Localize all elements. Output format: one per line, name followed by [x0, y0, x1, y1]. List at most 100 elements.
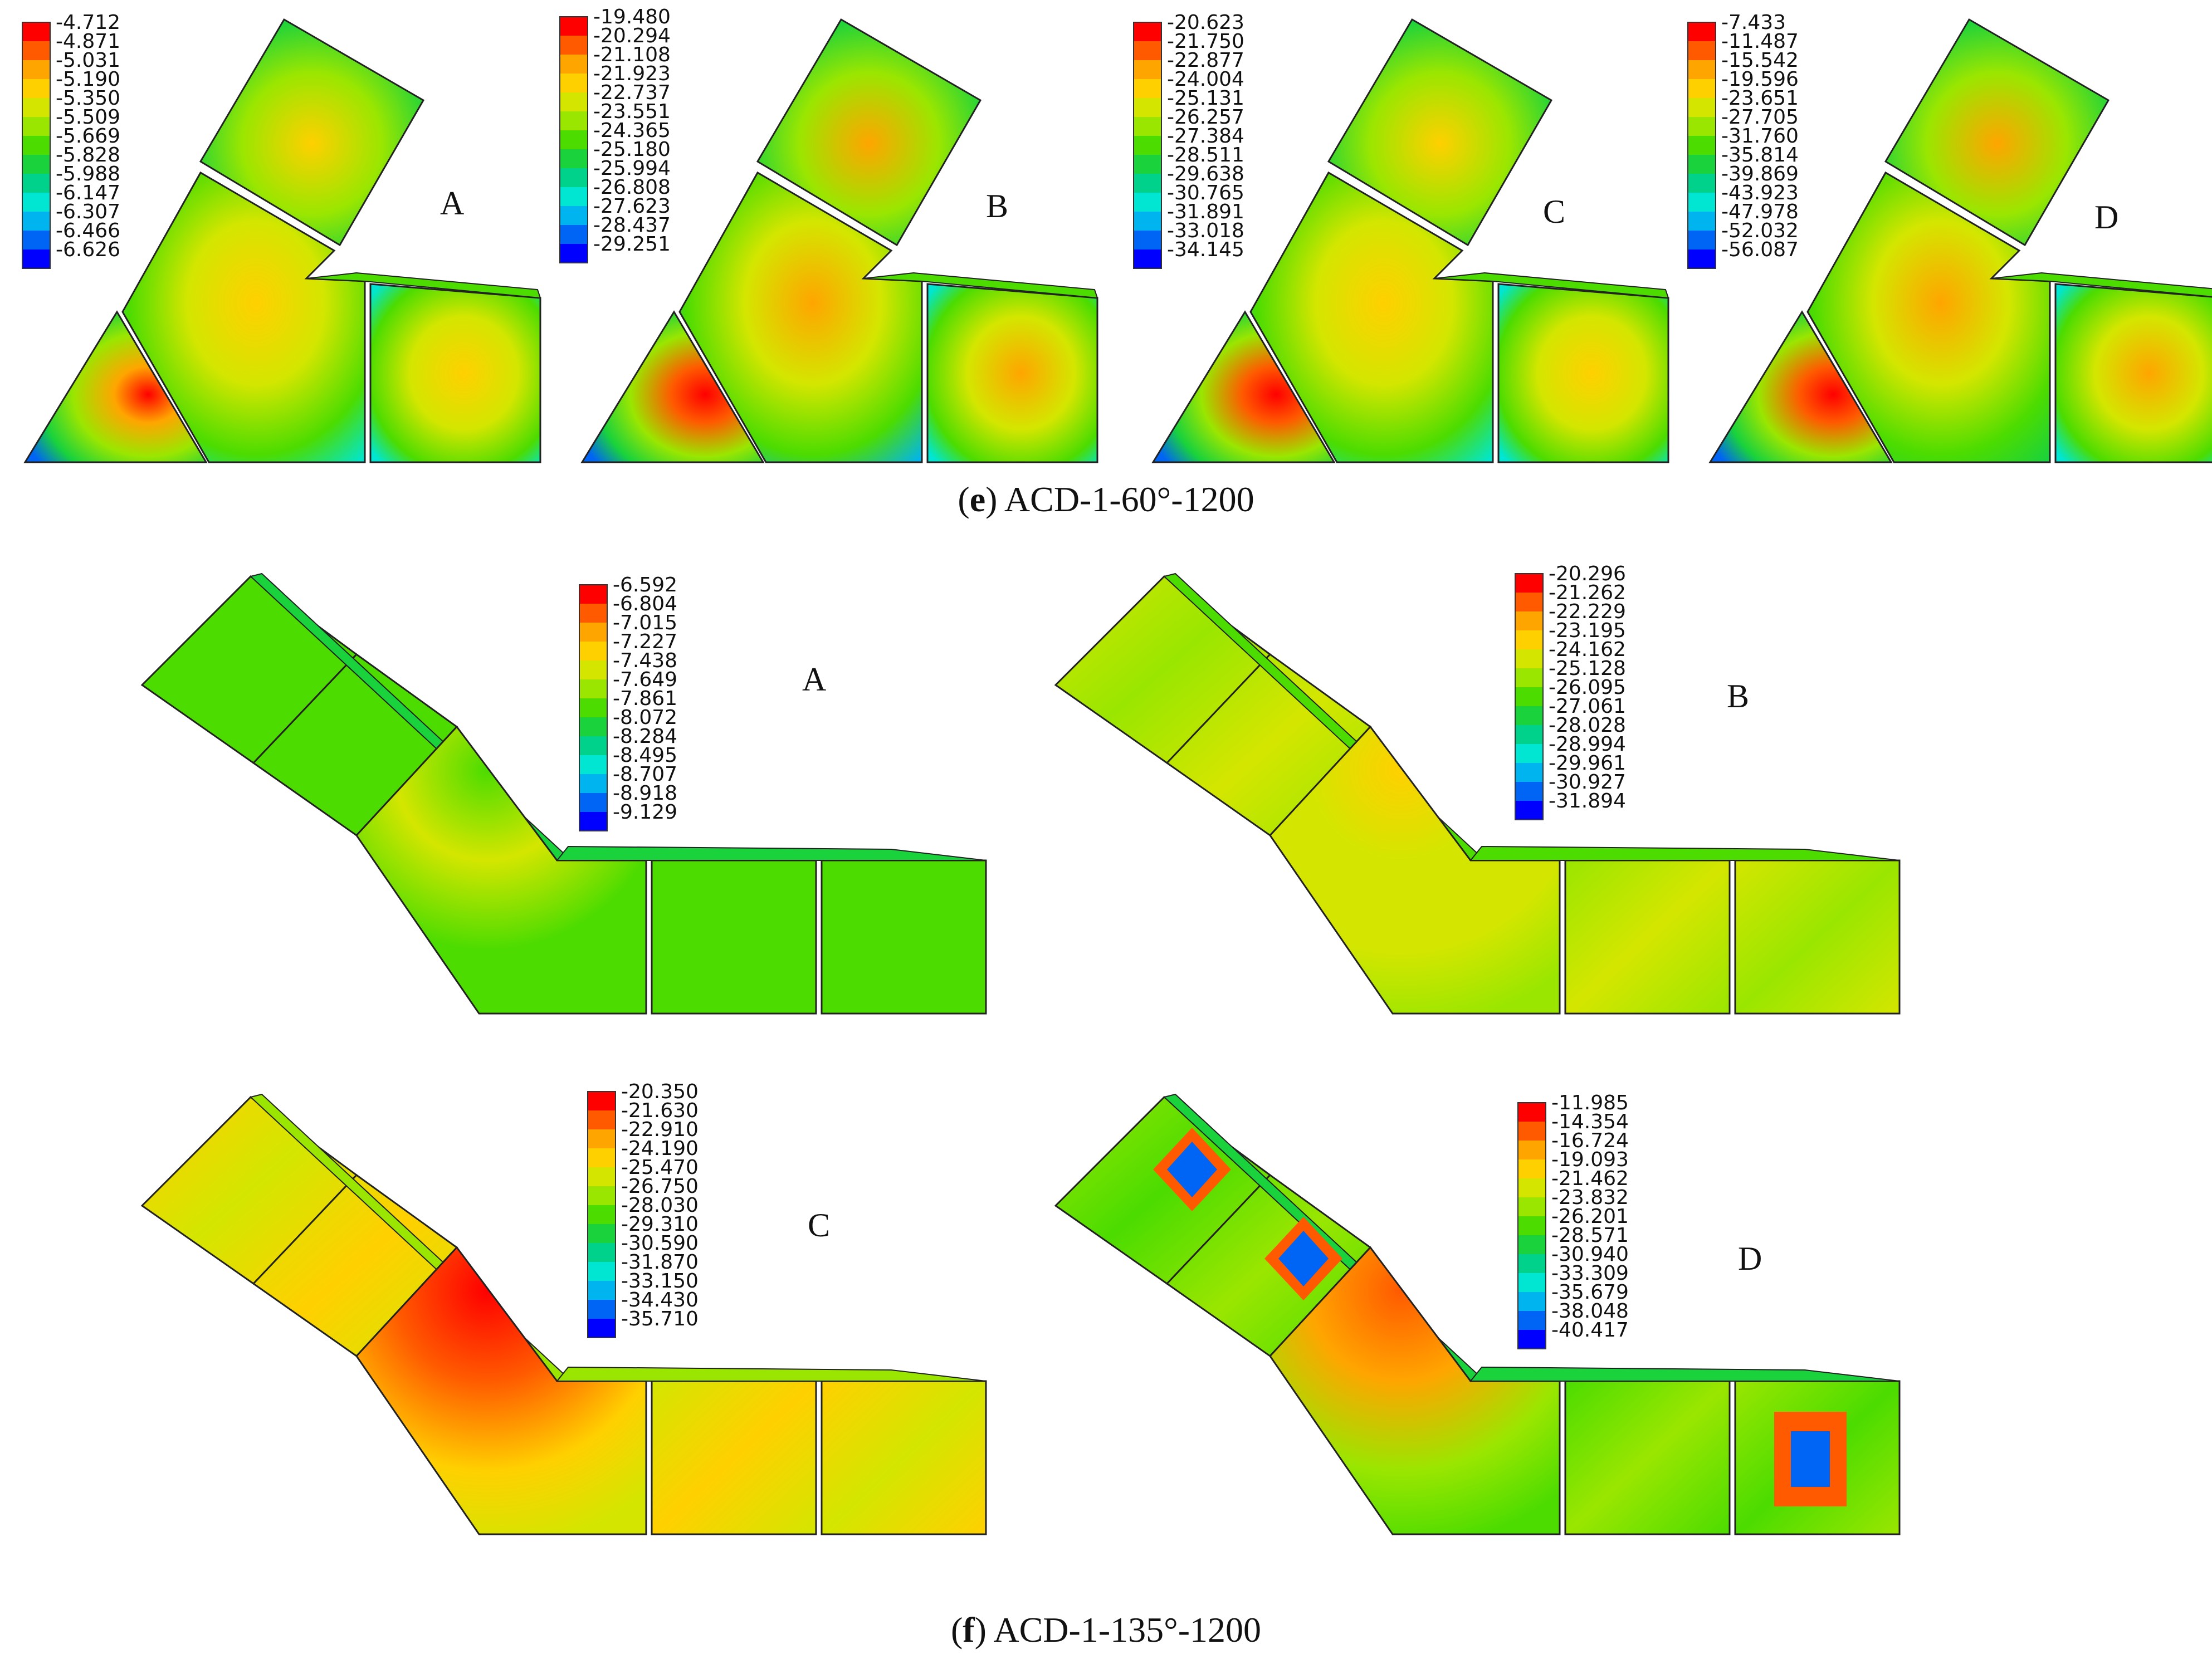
legend-value: -5.509 [56, 106, 120, 129]
legend-value: -29.310 [621, 1213, 699, 1236]
legend-value: -25.994 [593, 157, 671, 180]
legend-swatch [560, 244, 588, 263]
legend-swatch [579, 642, 607, 660]
legend-swatch [588, 1092, 616, 1110]
legend-swatch [1688, 117, 1716, 136]
legend-swatch [1688, 98, 1716, 117]
legend-value: -30.765 [1167, 182, 1244, 204]
legend-value: -33.150 [621, 1270, 699, 1293]
triangle-block [580, 310, 765, 463]
legend-value: -8.284 [613, 725, 677, 748]
legend-swatch [588, 1262, 616, 1281]
legend-value: -20.350 [621, 1080, 699, 1103]
legend-swatch [1688, 249, 1716, 268]
legend-value: -39.869 [1721, 163, 1799, 185]
legend-swatch [1134, 212, 1161, 231]
legend-value: -26.750 [621, 1175, 699, 1198]
legend-swatch [1518, 1330, 1546, 1349]
panel-letter: D [2094, 199, 2118, 236]
straight-block-end [821, 1380, 987, 1535]
legend-swatch [1518, 1216, 1546, 1235]
legend-swatch [588, 1300, 616, 1319]
legend-value: -35.814 [1721, 144, 1799, 167]
legend-swatch [579, 623, 607, 642]
legend-value: -34.145 [1167, 238, 1244, 261]
legend-value: -30.927 [1549, 771, 1626, 794]
legend-value: -23.832 [1551, 1186, 1629, 1209]
legend-swatch [560, 17, 588, 36]
legend-value: -6.147 [56, 182, 120, 204]
legend-swatch [22, 193, 50, 212]
legend-swatch [560, 168, 588, 187]
legend-value: -6.592 [613, 574, 677, 596]
legend-swatch [560, 225, 588, 244]
legend-swatch [1518, 1178, 1546, 1197]
right-block [2054, 283, 2212, 463]
contour-panel: -11.985-14.354-16.724-19.093-21.462-23.8… [1054, 1092, 1901, 1535]
legend-value: -20.294 [593, 25, 671, 47]
legend-swatch [560, 206, 588, 225]
legend-value: -22.910 [621, 1118, 699, 1141]
legend-swatch [1688, 22, 1716, 41]
legend-value: -30.940 [1551, 1243, 1629, 1266]
straight-block-end [1734, 859, 1901, 1015]
contour-panel: -19.480-20.294-21.108-21.923-22.737-23.5… [559, 6, 1098, 463]
legend-value: -27.705 [1721, 106, 1799, 129]
legend-value: -11.487 [1721, 30, 1799, 53]
legend-value: -19.596 [1721, 68, 1799, 91]
legend-value: -14.354 [1551, 1110, 1629, 1133]
panel-letter: A [802, 661, 826, 698]
straight-block-middle [651, 1380, 817, 1535]
legend-swatch [1688, 212, 1716, 231]
legend-swatch [588, 1319, 616, 1338]
legend-value: -25.180 [593, 138, 671, 161]
legend-swatch [1515, 687, 1543, 706]
triangle-block [1708, 310, 1893, 463]
legend-value: -5.988 [56, 163, 120, 185]
legend-value: -43.923 [1721, 182, 1799, 204]
legend-value: -15.542 [1721, 49, 1799, 72]
legend-value: -22.877 [1167, 49, 1244, 72]
top-block [1884, 18, 2110, 247]
legend-swatch [579, 660, 607, 679]
stress-core [1791, 1431, 1830, 1487]
legend-swatch [588, 1224, 616, 1243]
legend-value: -25.131 [1167, 87, 1244, 110]
legend-swatch [560, 187, 588, 206]
legend-swatch [1134, 60, 1161, 79]
legend-value: -5.350 [56, 87, 120, 110]
legend-value: -11.985 [1551, 1092, 1629, 1114]
legend-swatch [560, 92, 588, 111]
caption-f: (f) ACD-1-135°-1200 [950, 1610, 1262, 1650]
legend-value: -25.470 [621, 1156, 699, 1179]
legend-swatch [560, 74, 588, 92]
legend-value: -26.257 [1167, 106, 1244, 129]
legend-value: -8.918 [613, 782, 677, 805]
legend-value: -38.048 [1551, 1300, 1629, 1323]
legend-swatch [1518, 1197, 1546, 1216]
legend-swatch [579, 698, 607, 717]
legend-swatch [1515, 630, 1543, 649]
legend-swatch [579, 604, 607, 623]
legend-value: -30.590 [621, 1232, 699, 1255]
legend-swatch [1518, 1141, 1546, 1159]
legend-swatch [22, 22, 50, 41]
legend-value: -21.630 [621, 1099, 699, 1122]
legend-value: -28.511 [1167, 144, 1244, 167]
right-block [1497, 283, 1669, 463]
legend-swatch [1515, 744, 1543, 763]
legend-swatch [22, 231, 50, 249]
legend-value: -27.061 [1549, 695, 1626, 718]
legend-value: -21.750 [1167, 30, 1244, 53]
legend-swatch [588, 1186, 616, 1205]
legend-swatch [22, 212, 50, 231]
legend-swatch [1134, 117, 1161, 136]
legend-swatch [22, 60, 50, 79]
legend-value: -20.623 [1167, 11, 1244, 34]
legend-value: -6.626 [56, 238, 120, 261]
legend-value: -5.828 [56, 144, 120, 167]
contour-panel: -4.712-4.871-5.031-5.190-5.350-5.509-5.6… [22, 11, 541, 463]
legend-swatch [1134, 231, 1161, 249]
legend-value: -28.028 [1549, 714, 1626, 737]
legend-value: -20.296 [1549, 562, 1626, 585]
